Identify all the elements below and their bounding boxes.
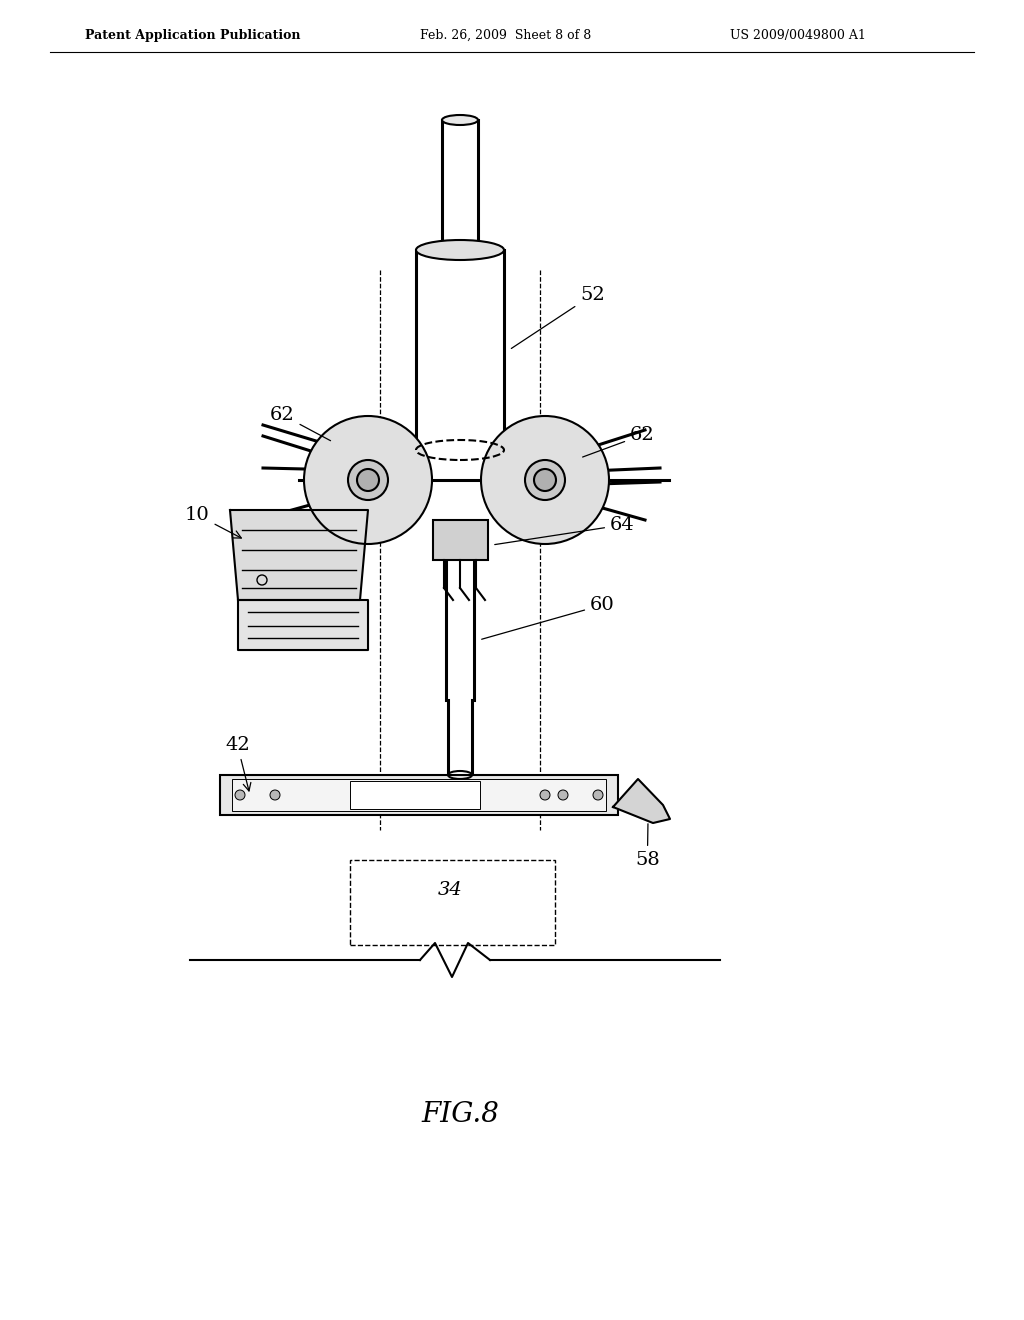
Text: 34: 34: [437, 880, 463, 899]
Polygon shape: [613, 779, 670, 822]
Text: 52: 52: [511, 286, 605, 348]
Bar: [350, 781, 480, 809]
Circle shape: [540, 789, 550, 800]
Text: 58: 58: [635, 824, 659, 869]
Ellipse shape: [416, 240, 504, 260]
Text: FIG.8: FIG.8: [421, 1101, 499, 1129]
Circle shape: [481, 416, 609, 544]
Circle shape: [400, 789, 410, 800]
Bar: [232, 779, 606, 810]
Circle shape: [534, 469, 556, 491]
Ellipse shape: [442, 115, 478, 125]
Polygon shape: [230, 510, 368, 601]
Circle shape: [234, 789, 245, 800]
Circle shape: [348, 459, 388, 500]
Text: 60: 60: [481, 597, 614, 639]
Circle shape: [593, 789, 603, 800]
Circle shape: [558, 789, 568, 800]
Text: 62: 62: [270, 407, 331, 441]
Text: 64: 64: [495, 516, 635, 545]
Bar: [433, 520, 488, 560]
Bar: [350, 861, 555, 945]
Text: 62: 62: [583, 426, 654, 457]
Circle shape: [525, 459, 565, 500]
Polygon shape: [238, 601, 368, 649]
Text: Patent Application Publication: Patent Application Publication: [85, 29, 300, 41]
Bar: [220, 775, 618, 814]
Circle shape: [304, 416, 432, 544]
Text: Feb. 26, 2009  Sheet 8 of 8: Feb. 26, 2009 Sheet 8 of 8: [420, 29, 591, 41]
Text: US 2009/0049800 A1: US 2009/0049800 A1: [730, 29, 866, 41]
Circle shape: [270, 789, 280, 800]
Text: 42: 42: [225, 737, 251, 791]
Circle shape: [357, 469, 379, 491]
Text: 10: 10: [185, 506, 242, 539]
